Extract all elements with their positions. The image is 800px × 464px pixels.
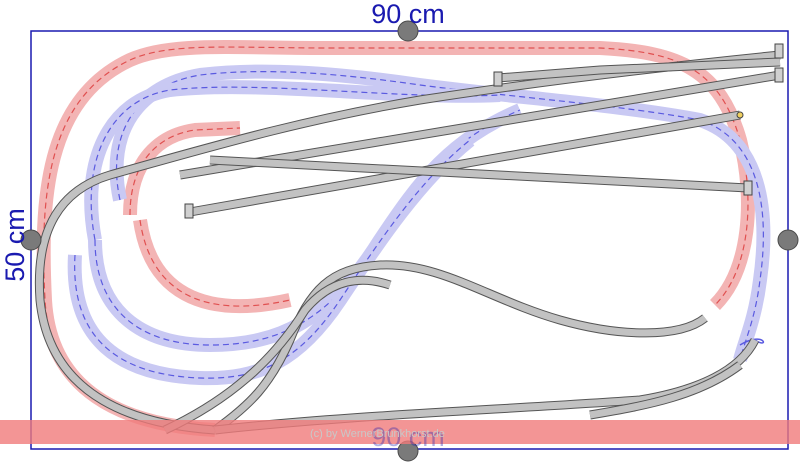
buffer-stop: [743, 180, 753, 196]
buffer-stop: [774, 67, 784, 83]
width-dimension-label: 90 cm: [371, 0, 445, 29]
anchor-left: [20, 229, 42, 251]
anchor-top: [397, 20, 419, 42]
bottom-band: [0, 420, 800, 444]
buffer-stop: [774, 43, 784, 59]
buffer-stop: [184, 203, 194, 219]
height-dimension-label: 50 cm: [0, 208, 30, 282]
bottom-dimension-label: 90 cm: [371, 422, 445, 452]
buffer-stop: [493, 71, 503, 87]
anchor-right: [777, 229, 799, 251]
anchors: [20, 20, 799, 462]
buffer-stops: [184, 43, 784, 219]
main-track: [34, 50, 781, 435]
track-end-marker: [736, 111, 744, 119]
copyright-text: (c) by WernerBrunkhorst.de: [310, 428, 445, 440]
